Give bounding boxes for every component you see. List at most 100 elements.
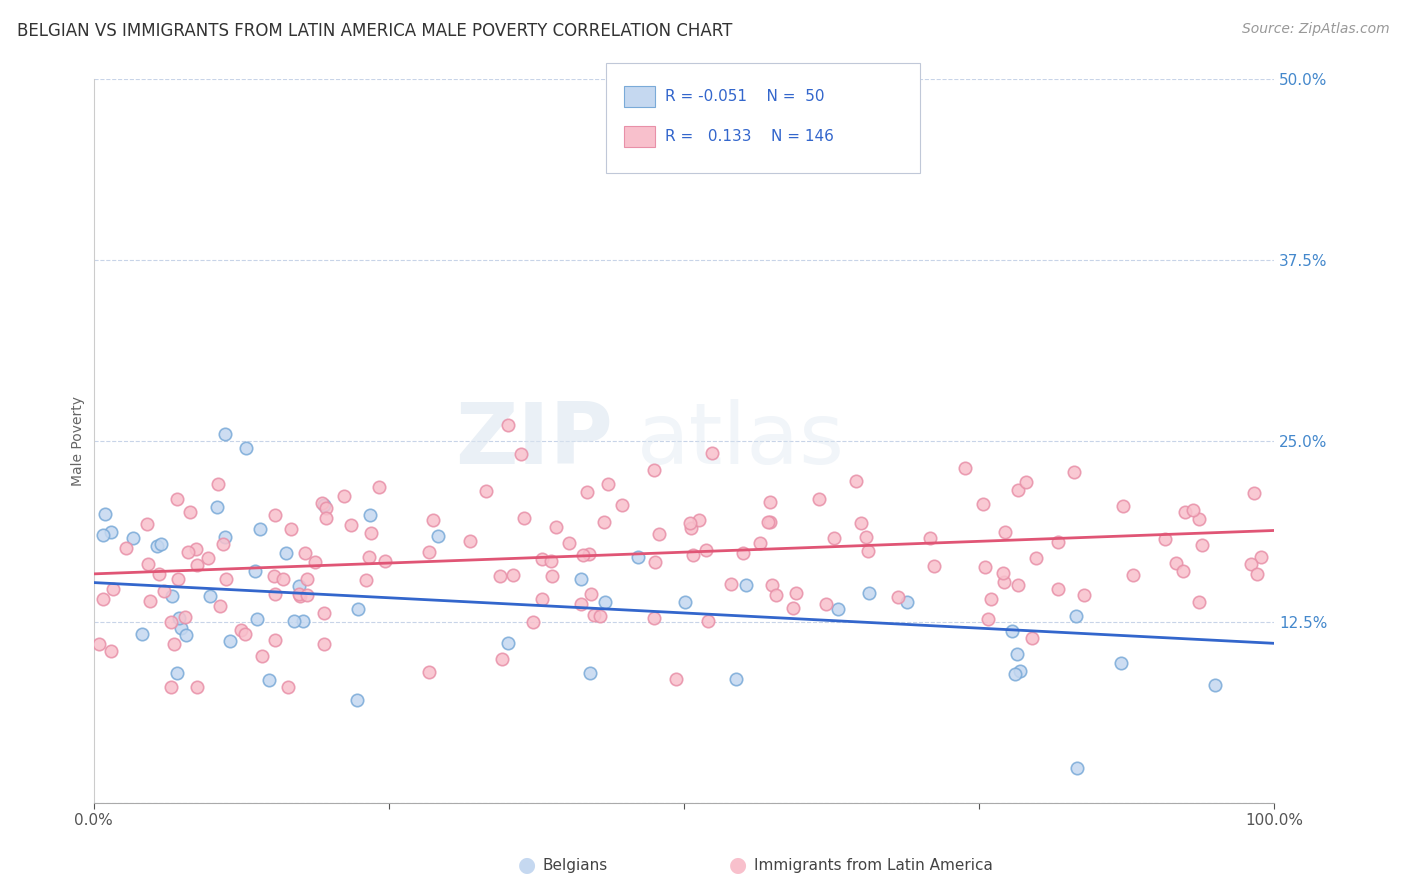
Point xyxy=(152,584,174,599)
Point xyxy=(177,545,200,559)
Point xyxy=(558,536,581,550)
Point xyxy=(1008,665,1031,679)
Point xyxy=(263,587,285,601)
Point xyxy=(541,569,564,583)
Text: Immigrants from Latin America: Immigrants from Latin America xyxy=(754,858,993,872)
Point xyxy=(93,508,115,522)
Point xyxy=(695,542,717,557)
Point xyxy=(887,590,910,604)
Point xyxy=(994,524,1017,539)
Point xyxy=(696,614,718,628)
Text: BELGIAN VS IMMIGRANTS FROM LATIN AMERICA MALE POVERTY CORRELATION CHART: BELGIAN VS IMMIGRANTS FROM LATIN AMERICA… xyxy=(17,22,733,40)
Point xyxy=(294,546,316,560)
Point xyxy=(582,607,605,622)
Point xyxy=(896,595,918,609)
Point xyxy=(1047,534,1070,549)
Point xyxy=(688,513,710,527)
Point xyxy=(235,441,257,455)
Point xyxy=(665,673,688,687)
Point xyxy=(257,673,280,688)
Point xyxy=(1122,568,1144,582)
Point xyxy=(160,589,183,603)
Point xyxy=(311,495,333,509)
Point xyxy=(148,566,170,581)
Point xyxy=(315,500,337,515)
Point xyxy=(100,643,122,657)
Point xyxy=(166,666,188,681)
Point xyxy=(782,601,804,615)
Point xyxy=(1191,538,1213,552)
Point xyxy=(212,537,235,551)
Point xyxy=(1243,485,1265,500)
Point xyxy=(1188,512,1211,526)
Point xyxy=(215,572,238,586)
Text: ●: ● xyxy=(519,855,536,875)
Point xyxy=(1240,558,1263,572)
Point xyxy=(733,546,755,560)
Point xyxy=(100,525,122,540)
Point xyxy=(360,525,382,540)
Point xyxy=(174,628,197,642)
Point xyxy=(1063,466,1085,480)
Point xyxy=(246,612,269,626)
Point xyxy=(758,515,780,529)
Point xyxy=(340,518,363,533)
Point xyxy=(121,531,143,545)
Text: Belgians: Belgians xyxy=(543,858,607,872)
Point xyxy=(1066,761,1088,775)
Point xyxy=(304,555,326,569)
Point xyxy=(264,508,287,522)
Point xyxy=(489,568,512,582)
Point xyxy=(114,541,136,556)
Point xyxy=(512,510,534,524)
Point xyxy=(426,529,449,543)
Point xyxy=(627,549,650,564)
Point xyxy=(277,680,299,694)
Point xyxy=(367,480,389,494)
Point xyxy=(578,665,600,680)
Point xyxy=(91,527,114,541)
Point xyxy=(138,557,160,571)
Point xyxy=(1005,647,1028,661)
Point xyxy=(1007,577,1029,591)
Point xyxy=(679,521,702,535)
Point xyxy=(980,591,1002,606)
Point xyxy=(186,680,208,694)
Point xyxy=(249,522,271,536)
Point xyxy=(496,417,519,432)
Point xyxy=(1025,550,1047,565)
Point xyxy=(374,554,396,568)
Point xyxy=(785,586,807,600)
Point xyxy=(418,665,440,680)
Point xyxy=(418,545,440,559)
Point xyxy=(720,576,742,591)
Point xyxy=(530,551,553,566)
Point xyxy=(815,597,838,611)
Point xyxy=(263,569,285,583)
Point xyxy=(1181,503,1204,517)
Point xyxy=(1204,678,1226,692)
Point xyxy=(252,649,274,664)
Point xyxy=(214,426,236,441)
Point xyxy=(274,546,297,560)
Point xyxy=(333,489,356,503)
Point xyxy=(509,446,531,460)
Point xyxy=(643,463,665,477)
Point xyxy=(918,531,941,545)
Point xyxy=(233,627,256,641)
Point xyxy=(245,564,267,578)
Point xyxy=(858,585,880,599)
Point xyxy=(1007,483,1029,498)
Point xyxy=(292,614,315,628)
Text: R = -0.051    N =  50: R = -0.051 N = 50 xyxy=(665,89,824,103)
Point xyxy=(977,612,1000,626)
Point xyxy=(288,579,311,593)
Point xyxy=(845,474,868,488)
Point xyxy=(498,636,520,650)
Point xyxy=(186,558,208,572)
Text: ●: ● xyxy=(730,855,747,875)
Point xyxy=(166,491,188,506)
Point xyxy=(160,615,183,629)
Point xyxy=(648,527,671,541)
Point xyxy=(271,573,294,587)
